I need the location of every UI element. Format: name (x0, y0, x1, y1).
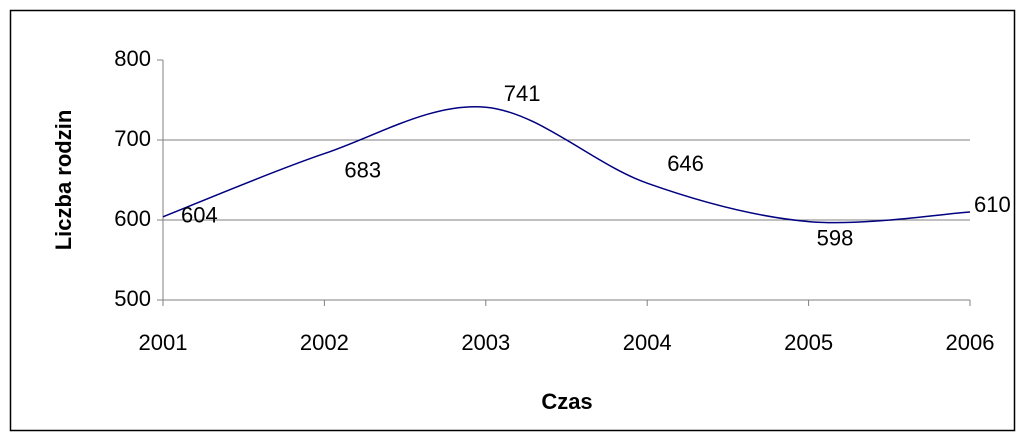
y-tick-label: 600 (114, 206, 151, 231)
x-axis-label: Czas (541, 389, 592, 414)
x-tick-label: 2006 (946, 330, 995, 355)
y-tick-label: 800 (114, 46, 151, 71)
x-tick-label: 2004 (623, 330, 672, 355)
x-tick-label: 2002 (300, 330, 349, 355)
data-label: 646 (667, 151, 704, 176)
data-label: 610 (974, 192, 1011, 217)
data-label: 604 (181, 203, 218, 228)
data-label: 741 (504, 81, 541, 106)
y-tick-label: 700 (114, 126, 151, 151)
y-axis-label: Liczba rodzin (51, 110, 76, 251)
data-line (162, 105, 971, 224)
data-label: 683 (344, 157, 381, 182)
x-tick-label: 2001 (139, 330, 188, 355)
y-tick-label: 500 (114, 286, 151, 311)
x-tick-label: 2005 (784, 330, 833, 355)
x-tick-label: 2003 (461, 330, 510, 355)
data-label: 598 (817, 225, 854, 250)
